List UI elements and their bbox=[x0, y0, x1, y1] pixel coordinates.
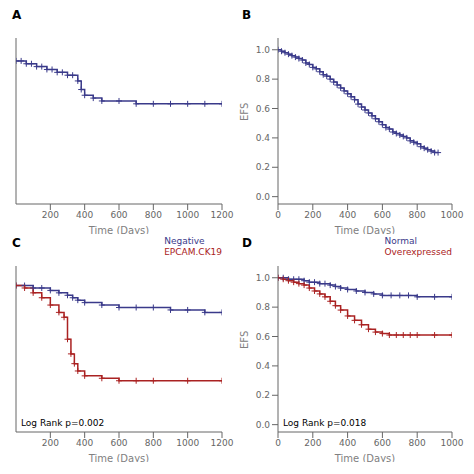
svg-text:0: 0 bbox=[275, 210, 281, 220]
svg-text:800: 800 bbox=[409, 210, 426, 220]
html-text:D: D bbox=[242, 236, 252, 250]
svg-text:200: 200 bbox=[42, 210, 59, 220]
svg-text:0.2: 0.2 bbox=[256, 390, 270, 400]
svg-text:EFS: EFS bbox=[239, 331, 250, 349]
html-text:Negative: Negative bbox=[164, 236, 205, 246]
svg-text:0.0: 0.0 bbox=[256, 192, 271, 202]
svg-text:Time (Days): Time (Days) bbox=[334, 225, 396, 234]
svg-text:0.0: 0.0 bbox=[256, 420, 271, 430]
svg-text:800: 800 bbox=[409, 438, 426, 448]
html-text:B: B bbox=[242, 8, 252, 22]
svg-text:0.4: 0.4 bbox=[256, 133, 271, 143]
svg-text:800: 800 bbox=[145, 438, 162, 448]
svg-text:600: 600 bbox=[374, 210, 391, 220]
svg-text:1000: 1000 bbox=[441, 210, 464, 220]
svg-text:0.6: 0.6 bbox=[256, 332, 271, 342]
svg-text:0.8: 0.8 bbox=[256, 74, 271, 84]
svg-text:400: 400 bbox=[339, 438, 356, 448]
svg-text:600: 600 bbox=[110, 210, 127, 220]
svg-text:400: 400 bbox=[339, 210, 356, 220]
svg-text:1200: 1200 bbox=[211, 438, 234, 448]
svg-text:400: 400 bbox=[76, 210, 93, 220]
svg-text:Time (Days): Time (Days) bbox=[88, 225, 150, 234]
svg-text:600: 600 bbox=[374, 438, 391, 448]
svg-text:1000: 1000 bbox=[176, 438, 199, 448]
html-text:Overexpressed: Overexpressed bbox=[384, 247, 452, 257]
svg-text:200: 200 bbox=[42, 438, 59, 448]
svg-text:1000: 1000 bbox=[176, 210, 199, 220]
html-text:C: C bbox=[12, 236, 21, 250]
svg-text:200: 200 bbox=[304, 438, 321, 448]
svg-text:600: 600 bbox=[110, 438, 127, 448]
html-text:EPCAM.CK19: EPCAM.CK19 bbox=[164, 247, 222, 257]
svg-text:EFS: EFS bbox=[239, 103, 250, 121]
html-text:Log Rank p=0.002: Log Rank p=0.002 bbox=[21, 418, 105, 428]
svg-text:0.6: 0.6 bbox=[256, 104, 271, 114]
svg-text:0.8: 0.8 bbox=[256, 302, 271, 312]
svg-text:0.2: 0.2 bbox=[256, 162, 270, 172]
html-text:Log Rank p=0.018: Log Rank p=0.018 bbox=[283, 418, 367, 428]
svg-text:1.0: 1.0 bbox=[256, 45, 271, 55]
svg-text:Time (Days): Time (Days) bbox=[88, 453, 150, 462]
html-text:A: A bbox=[12, 8, 22, 22]
svg-text:1200: 1200 bbox=[211, 210, 234, 220]
svg-text:200: 200 bbox=[304, 210, 321, 220]
svg-text:0: 0 bbox=[275, 438, 281, 448]
svg-text:800: 800 bbox=[145, 210, 162, 220]
html-text:Normal: Normal bbox=[384, 236, 417, 246]
svg-text:0.4: 0.4 bbox=[256, 361, 271, 371]
svg-text:Time (Days): Time (Days) bbox=[334, 453, 396, 462]
svg-text:1.0: 1.0 bbox=[256, 273, 271, 283]
svg-text:400: 400 bbox=[76, 438, 93, 448]
svg-text:1000: 1000 bbox=[441, 438, 464, 448]
